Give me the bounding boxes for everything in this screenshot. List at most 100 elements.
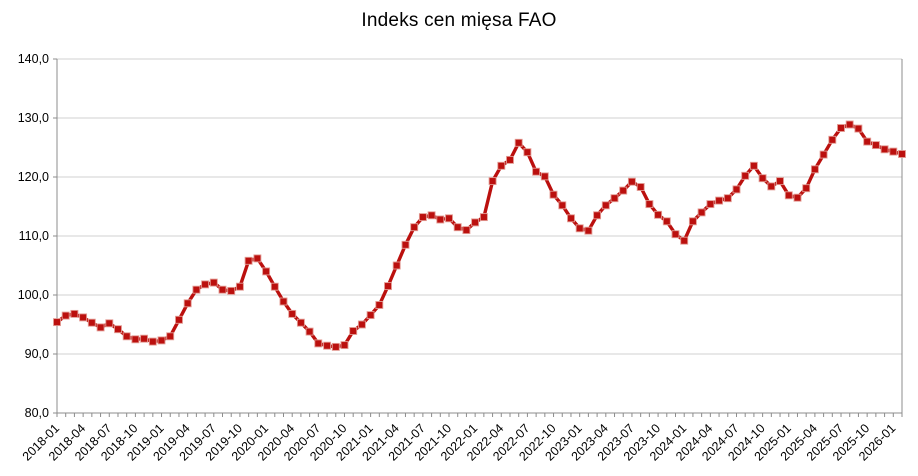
data-point bbox=[262, 267, 271, 276]
data-point bbox=[758, 174, 767, 183]
data-point bbox=[253, 254, 262, 263]
data-point bbox=[871, 141, 880, 150]
data-point bbox=[244, 256, 253, 265]
chart-title: Indeks cen mięsa FAO bbox=[361, 10, 557, 31]
data-point bbox=[479, 213, 488, 222]
data-point bbox=[723, 194, 732, 203]
data-point bbox=[627, 177, 636, 186]
data-point bbox=[549, 190, 558, 199]
data-point bbox=[776, 177, 784, 186]
data-point bbox=[523, 148, 532, 157]
y-tick-label: 100,0 bbox=[18, 288, 49, 302]
data-point bbox=[601, 201, 610, 210]
data-point bbox=[305, 327, 314, 336]
data-point bbox=[610, 194, 619, 203]
data-point bbox=[436, 215, 445, 224]
data-point bbox=[532, 167, 541, 176]
data-point bbox=[593, 211, 602, 220]
data-point bbox=[183, 299, 192, 308]
data-point bbox=[749, 161, 758, 170]
data-point bbox=[488, 177, 497, 186]
data-point bbox=[802, 184, 811, 193]
data-point bbox=[175, 315, 183, 324]
data-point bbox=[671, 230, 680, 239]
y-tick-label: 120,0 bbox=[18, 170, 49, 184]
data-point bbox=[122, 332, 131, 341]
data-point bbox=[654, 210, 663, 219]
data-point bbox=[87, 318, 96, 327]
data-point bbox=[898, 150, 906, 158]
data-point bbox=[575, 224, 584, 233]
data-point bbox=[471, 218, 480, 227]
data-point bbox=[114, 325, 122, 334]
data-point bbox=[828, 135, 837, 144]
data-point bbox=[209, 278, 218, 287]
data-point bbox=[79, 313, 88, 322]
data-point bbox=[340, 341, 349, 350]
data-point bbox=[288, 309, 297, 318]
data-point bbox=[349, 327, 358, 335]
data-point bbox=[131, 335, 140, 344]
data-point bbox=[497, 161, 506, 170]
data-point bbox=[619, 186, 628, 195]
data-point bbox=[323, 341, 332, 350]
data-point bbox=[418, 213, 427, 222]
data-point bbox=[61, 311, 70, 320]
data-point bbox=[357, 320, 366, 329]
data-point bbox=[767, 182, 776, 191]
data-point bbox=[784, 191, 793, 200]
data-point bbox=[296, 318, 305, 327]
data-point bbox=[819, 150, 828, 159]
data-point bbox=[732, 185, 741, 194]
y-tick-label: 130,0 bbox=[18, 111, 49, 125]
data-point bbox=[331, 342, 340, 351]
data-point bbox=[453, 223, 462, 232]
data-point bbox=[279, 297, 288, 306]
data-point bbox=[410, 223, 419, 232]
y-tick-label: 110,0 bbox=[19, 229, 49, 243]
data-point bbox=[645, 200, 654, 209]
data-point bbox=[192, 285, 201, 294]
data-point bbox=[854, 124, 863, 133]
data-point bbox=[96, 323, 105, 332]
data-point bbox=[514, 138, 523, 147]
data-point bbox=[793, 193, 802, 202]
y-tick-label: 140,0 bbox=[18, 52, 49, 66]
data-point bbox=[148, 337, 157, 346]
data-point bbox=[715, 196, 724, 205]
data-point bbox=[375, 301, 384, 309]
data-point bbox=[140, 334, 149, 343]
data-point bbox=[741, 171, 750, 180]
data-point bbox=[584, 226, 593, 235]
data-point bbox=[837, 124, 845, 132]
data-point bbox=[392, 261, 401, 270]
data-point bbox=[810, 165, 819, 174]
data-point bbox=[880, 145, 889, 154]
data-point bbox=[105, 319, 114, 328]
data-point bbox=[218, 285, 227, 294]
data-point bbox=[558, 201, 567, 210]
data-point bbox=[384, 282, 392, 291]
data-point bbox=[706, 200, 715, 209]
data-point bbox=[401, 240, 410, 249]
data-point bbox=[540, 172, 549, 181]
data-point bbox=[636, 183, 645, 191]
y-tick-label: 80,0 bbox=[25, 406, 49, 420]
data-point bbox=[889, 147, 898, 156]
data-point bbox=[235, 282, 244, 291]
data-point bbox=[845, 120, 854, 129]
data-point bbox=[567, 214, 575, 223]
data-point bbox=[427, 211, 436, 220]
y-tick-label: 90,0 bbox=[25, 347, 49, 361]
data-point bbox=[314, 339, 323, 348]
data-point bbox=[680, 236, 689, 245]
data-point bbox=[697, 208, 706, 217]
data-point bbox=[462, 226, 471, 235]
data-point bbox=[270, 282, 279, 291]
data-point bbox=[662, 217, 671, 226]
data-point bbox=[53, 318, 61, 327]
data-point bbox=[506, 155, 514, 164]
data-point bbox=[445, 214, 453, 223]
